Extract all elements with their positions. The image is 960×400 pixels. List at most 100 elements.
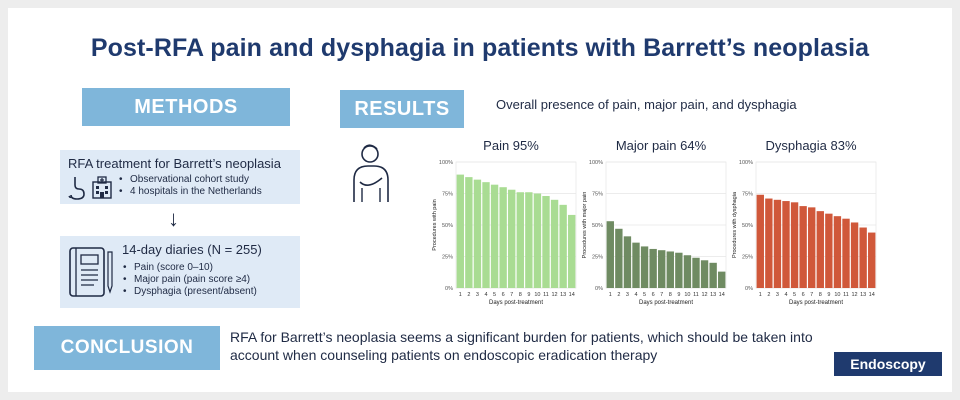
bar — [718, 271, 726, 288]
x-tick-label: 14 — [869, 292, 875, 298]
bar — [683, 255, 692, 288]
arrow-down-icon: ↓ — [168, 206, 179, 231]
bar — [649, 248, 657, 288]
y-tick-label: 75% — [592, 192, 603, 198]
patient-icon — [353, 144, 389, 202]
diaries-bullets: Pain (score 0–10) Major pain (pain score… — [122, 262, 257, 298]
y-tick-label: 100% — [589, 160, 603, 166]
bar — [568, 214, 576, 288]
x-tick-label: 3 — [476, 292, 479, 298]
x-tick-label: 5 — [643, 292, 646, 298]
y-tick-label: 25% — [592, 255, 603, 261]
bar — [533, 193, 542, 288]
bar — [623, 236, 632, 288]
bar — [525, 192, 533, 288]
x-tick-label: 9 — [527, 292, 530, 298]
chart-title-pain: Pain 95% — [483, 138, 539, 153]
x-tick-label: 7 — [510, 292, 513, 298]
bar — [516, 192, 524, 288]
methods-box-diaries: 14-day diaries (N = 255) Pain (score 0–1… — [60, 236, 300, 308]
bar — [456, 174, 464, 288]
x-tick-label: 1 — [609, 292, 612, 298]
bar — [799, 206, 807, 288]
bar — [473, 179, 482, 288]
bar — [859, 227, 867, 288]
bar — [842, 218, 850, 288]
y-tick-label: 100% — [439, 160, 453, 166]
methods-box-treatment: RFA treatment for Barrett’s neoplasia Ob… — [60, 150, 300, 204]
bar — [632, 242, 640, 288]
x-axis-label: Days post-treatment — [489, 300, 543, 306]
hospital-icon — [92, 176, 112, 199]
x-tick-label: 6 — [652, 292, 655, 298]
x-tick-label: 12 — [852, 292, 858, 298]
x-tick-label: 8 — [669, 292, 672, 298]
bar — [700, 260, 709, 288]
list-item: 4 hospitals in the Netherlands — [118, 186, 262, 198]
chart-title-major-pain: Major pain 64% — [615, 138, 707, 153]
x-tick-label: 8 — [819, 292, 822, 298]
bar — [465, 177, 473, 288]
chart-title-dysphagia: Dysphagia 83% — [765, 138, 857, 153]
x-tick-label: 2 — [467, 292, 470, 298]
x-tick-label: 7 — [810, 292, 813, 298]
x-tick-label: 10 — [684, 292, 690, 298]
bar — [499, 187, 507, 288]
bar — [615, 228, 623, 288]
x-axis-label: Days post-treatment — [639, 300, 693, 306]
bar — [773, 199, 782, 288]
bar — [550, 199, 559, 288]
bar — [658, 250, 666, 288]
x-tick-label: 11 — [843, 292, 849, 298]
bar — [765, 198, 773, 288]
x-tick-label: 5 — [793, 292, 796, 298]
bar — [640, 246, 649, 288]
results-label: RESULTS — [340, 90, 464, 128]
bar — [482, 182, 490, 288]
x-tick-label: 2 — [617, 292, 620, 298]
y-tick-label: 0% — [595, 286, 603, 292]
x-tick-label: 11 — [543, 292, 549, 298]
x-tick-label: 13 — [860, 292, 866, 298]
bar — [808, 207, 816, 288]
x-axis-label: Days post-treatment — [789, 300, 843, 306]
list-item: Pain (score 0–10) — [122, 262, 257, 274]
stomach-icon — [68, 177, 85, 200]
x-tick-label: 1 — [759, 292, 762, 298]
y-tick-label: 25% — [442, 255, 453, 261]
y-tick-label: 75% — [442, 192, 453, 198]
x-tick-label: 5 — [493, 292, 496, 298]
y-tick-label: 100% — [739, 160, 753, 166]
bar — [816, 211, 824, 288]
bar — [675, 252, 683, 288]
bar — [709, 262, 717, 288]
bar — [868, 232, 876, 288]
bar — [559, 204, 567, 288]
y-axis-label: Procedures with major pain — [582, 192, 588, 259]
x-tick-label: 4 — [484, 292, 487, 298]
x-tick-label: 3 — [776, 292, 779, 298]
x-tick-label: 12 — [702, 292, 708, 298]
bar — [790, 202, 799, 288]
y-tick-label: 50% — [742, 223, 753, 229]
bar — [666, 251, 674, 288]
treatment-bullets: Observational cohort study 4 hospitals i… — [118, 174, 262, 198]
x-tick-label: 14 — [569, 292, 575, 298]
conclusion-text: RFA for Barrett’s neoplasia seems a sign… — [230, 329, 813, 363]
y-tick-label: 50% — [442, 223, 453, 229]
bar — [542, 196, 550, 288]
x-tick-label: 4 — [784, 292, 787, 298]
results-subtitle: Overall presence of pain, major pain, an… — [496, 97, 797, 112]
x-tick-label: 10 — [534, 292, 540, 298]
x-tick-label: 6 — [502, 292, 505, 298]
x-tick-label: 4 — [634, 292, 637, 298]
diary-icon — [69, 247, 113, 297]
x-tick-label: 9 — [827, 292, 830, 298]
list-item: Observational cohort study — [118, 174, 262, 186]
treatment-title: RFA treatment for Barrett’s neoplasia — [68, 156, 281, 171]
y-tick-label: 0% — [445, 286, 453, 292]
bar — [782, 201, 790, 288]
